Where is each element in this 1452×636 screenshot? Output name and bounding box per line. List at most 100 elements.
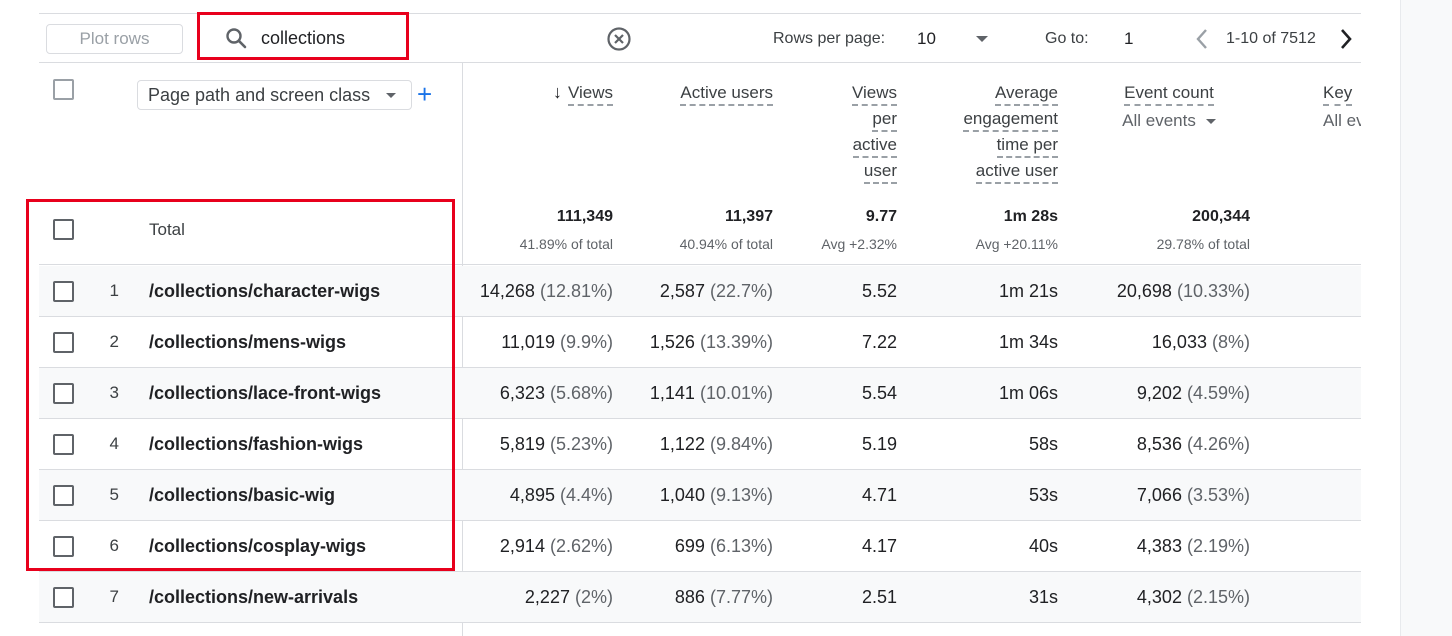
column-header-event-count[interactable]: Event count All events xyxy=(1099,80,1239,133)
row-page-path[interactable]: /collections/basic-wig xyxy=(149,485,336,505)
column-header-views-per-user[interactable]: Views per active user xyxy=(807,80,897,184)
row-page-path[interactable]: /collections/cosplay-wigs xyxy=(149,536,367,556)
row-checkbox[interactable] xyxy=(53,383,74,404)
row-views: 2,914 (2.62%) xyxy=(499,536,613,556)
row-views-per-user: 5.19 xyxy=(861,434,897,454)
table-row[interactable]: 7 /collections/new-arrivals 2,227 (2%) 8… xyxy=(39,572,1361,623)
total-views: 111,349 xyxy=(556,208,613,225)
row-active-users: 886 (7.77%) xyxy=(674,587,773,607)
row-event-count: 9,202 (4.59%) xyxy=(1136,383,1250,403)
total-views-sub: 41.89% of total xyxy=(519,236,613,252)
row-event-count: 8,536 (4.26%) xyxy=(1136,434,1250,454)
row-avg-engagement: 40s xyxy=(1028,536,1058,556)
row-views-per-user: 5.52 xyxy=(861,281,897,301)
search-highlight-box xyxy=(197,12,409,60)
row-page-path[interactable]: /collections/mens-wigs xyxy=(149,332,347,352)
report-table: Plot rows collections Rows per page: 10 … xyxy=(39,0,1361,636)
row-views-per-user: 5.54 xyxy=(861,383,897,403)
event-filter-select[interactable]: All events xyxy=(1099,108,1239,133)
row-page-path[interactable]: /collections/fashion-wigs xyxy=(149,434,364,454)
row-event-count: 7,066 (3.53%) xyxy=(1136,485,1250,505)
row-page-path[interactable]: /collections/new-arrivals xyxy=(149,587,359,607)
plot-rows-button[interactable]: Plot rows xyxy=(46,24,183,54)
row-avg-engagement: 1m 34s xyxy=(998,332,1058,352)
row-index: 5 xyxy=(109,485,119,504)
top-divider xyxy=(39,13,1361,14)
table-row[interactable]: 2 /collections/mens-wigs 11,019 (9.9%) 1… xyxy=(39,317,1361,368)
total-label: Total xyxy=(149,220,185,239)
column-header-active-users[interactable]: Active users xyxy=(643,80,773,106)
column-header-key-events[interactable]: Key All ev xyxy=(1323,80,1361,133)
search-input[interactable]: collections xyxy=(261,28,346,48)
table-row[interactable]: 6 /collections/cosplay-wigs 2,914 (2.62%… xyxy=(39,521,1361,572)
row-views: 2,227 (2%) xyxy=(524,587,613,607)
pagination-range: 1-10 of 7512 xyxy=(1226,30,1316,47)
total-row-checkbox[interactable] xyxy=(53,219,74,240)
chevron-left-icon[interactable] xyxy=(1193,26,1211,52)
row-index: 6 xyxy=(109,536,119,555)
search-icon xyxy=(226,28,247,49)
row-views: 6,323 (5.68%) xyxy=(499,383,613,403)
row-views-per-user: 4.17 xyxy=(861,536,897,556)
row-views: 11,019 (9.9%) xyxy=(501,332,613,352)
row-active-users: 699 (6.13%) xyxy=(674,536,773,556)
row-event-count: 16,033 (8%) xyxy=(1151,332,1250,352)
rows-per-page-select[interactable]: 10 xyxy=(917,29,936,48)
goto-label: Go to: xyxy=(1045,30,1089,47)
total-avg-engagement-sub: Avg +20.11% xyxy=(975,236,1058,252)
caret-down-icon xyxy=(386,93,396,98)
total-active-users: 11,397 xyxy=(724,208,773,225)
row-page-path[interactable]: /collections/lace-front-wigs xyxy=(149,383,382,403)
header-checkbox[interactable] xyxy=(53,79,74,100)
column-header-views[interactable]: ↓ Views xyxy=(509,80,613,106)
row-checkbox[interactable] xyxy=(53,587,74,608)
row-views: 5,819 (5.23%) xyxy=(499,434,613,454)
table-row[interactable]: 4 /collections/fashion-wigs 5,819 (5.23%… xyxy=(39,419,1361,470)
dimension-select[interactable]: Page path and screen class xyxy=(137,80,412,110)
total-views-per-user: 9.77 xyxy=(865,208,897,225)
row-index: 7 xyxy=(109,587,119,606)
row-checkbox[interactable] xyxy=(53,485,74,506)
row-active-users: 1,122 (9.84%) xyxy=(659,434,773,454)
dimension-column-divider xyxy=(462,63,463,636)
clear-search-icon[interactable] xyxy=(606,26,632,52)
row-views-per-user: 2.51 xyxy=(861,587,897,607)
row-checkbox[interactable] xyxy=(53,536,74,557)
add-dimension-plus-icon[interactable]: + xyxy=(417,79,433,109)
key-events-filter-select[interactable]: All ev xyxy=(1323,111,1361,130)
total-avg-engagement: 1m 28s xyxy=(1003,208,1058,225)
row-checkbox[interactable] xyxy=(53,281,74,302)
total-active-users-sub: 40.94% of total xyxy=(679,236,773,252)
arrow-down-icon: ↓ xyxy=(552,82,562,102)
dimension-label: Page path and screen class xyxy=(148,85,371,105)
row-avg-engagement: 1m 06s xyxy=(998,383,1058,403)
row-views-per-user: 7.22 xyxy=(861,332,897,352)
table-row[interactable]: 1 /collections/character-wigs 14,268 (12… xyxy=(39,266,1361,317)
total-row: Total 111,349 41.89% of total 11,397 40.… xyxy=(39,194,1361,265)
column-header-avg-engagement[interactable]: Average engagement time per active user xyxy=(917,80,1058,184)
row-checkbox[interactable] xyxy=(53,434,74,455)
table-row[interactable]: 3 /collections/lace-front-wigs 6,323 (5.… xyxy=(39,368,1361,419)
caret-down-icon xyxy=(1205,119,1216,125)
rows-per-page-label: Rows per page: xyxy=(773,30,886,47)
row-avg-engagement: 1m 21s xyxy=(998,281,1058,301)
row-avg-engagement: 53s xyxy=(1028,485,1058,505)
row-index: 1 xyxy=(109,281,119,300)
row-active-users: 2,587 (22.7%) xyxy=(659,281,773,301)
table-row[interactable]: 5 /collections/basic-wig 4,895 (4.4%) 1,… xyxy=(39,470,1361,521)
right-side-panel xyxy=(1400,0,1452,636)
rows-highlight-box xyxy=(26,199,455,571)
row-checkbox[interactable] xyxy=(53,332,74,353)
chevron-down-icon[interactable] xyxy=(976,36,988,42)
row-avg-engagement: 31s xyxy=(1028,587,1058,607)
total-event-count: 200,344 xyxy=(1192,208,1250,225)
row-views: 14,268 (12.81%) xyxy=(479,281,613,301)
row-index: 2 xyxy=(109,332,119,351)
row-avg-engagement: 58s xyxy=(1028,434,1058,454)
table-toolbar: Plot rows collections Rows per page: 10 … xyxy=(39,14,1361,63)
chevron-right-icon[interactable] xyxy=(1337,26,1355,52)
row-event-count: 20,698 (10.33%) xyxy=(1116,281,1250,301)
row-page-path[interactable]: /collections/character-wigs xyxy=(149,281,381,301)
row-event-count: 4,302 (2.15%) xyxy=(1136,587,1250,607)
goto-page-input[interactable]: 1 xyxy=(1124,29,1134,48)
